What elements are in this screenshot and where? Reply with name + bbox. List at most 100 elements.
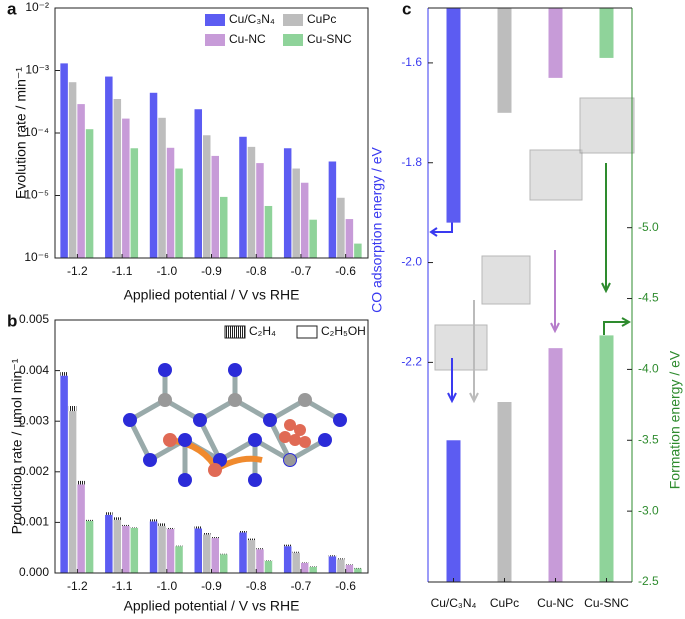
y-tick-label: -3.0 [638,503,659,517]
x-tick-label: -1.0 [156,264,177,278]
y-tick-label: 0.001 [19,515,49,529]
y-tick-label: -5.0 [638,220,659,234]
bar [194,109,203,259]
bar-segment [256,548,264,550]
bar-segment [247,538,256,541]
bar [328,161,337,258]
bar [548,348,563,582]
x-tick-label: -1.1 [112,264,133,278]
bar-segment [105,512,113,515]
y-axis-label: Evolution rate / min⁻¹ [13,67,29,199]
x-tick-label: -0.7 [291,264,312,278]
bar-segment [354,568,362,573]
bar-segment [337,559,345,573]
bar-segment [345,564,354,573]
bar [211,155,219,258]
bar-segment [337,558,345,560]
x-tick-label: -1.2 [67,264,88,278]
bar [599,8,614,58]
bar-segment [211,538,219,573]
y-tick-label: -2.0 [401,255,422,269]
x-tick-label: Cu-NC [537,596,574,610]
bar-segment [283,544,292,547]
y-tick-label: -2.2 [401,355,422,369]
bar-segment [60,375,68,573]
y-axis-label: CO adsorption energy / eV [369,146,385,312]
y-tick-label: -4.0 [638,362,659,376]
panel-label: b [7,311,17,330]
legend-swatch [224,325,246,339]
bar-segment [113,517,122,520]
bar [497,402,512,582]
bar [60,63,68,258]
bar-segment [283,546,292,573]
legend-swatch [283,34,303,46]
bar-segment [309,566,317,573]
bar-segment [77,480,85,485]
bar [113,98,122,258]
bar-segment [354,567,362,569]
bar [256,163,264,258]
x-tick-label: -0.9 [201,264,222,278]
bar-segment [239,531,247,533]
bar [239,136,247,258]
bar-segment [175,546,183,573]
bar-segment [194,526,203,529]
bar [77,104,85,258]
bar-segment [166,527,175,529]
bar [175,168,183,258]
bar [166,147,175,258]
y-tick-label: 0.002 [19,464,49,478]
bar [345,219,354,258]
bar-segment [149,521,158,573]
bar-segment [85,519,94,521]
molecules-c [434,97,635,371]
x-axis-label: Applied potential / V vs RHE [124,598,300,614]
bar [300,182,309,258]
bar [599,335,614,582]
bar [219,196,228,258]
x-tick-label: -1.2 [67,579,88,593]
bar-segment [219,553,228,555]
legend-label: Cu-SNC [307,32,352,46]
legend-swatch [205,34,225,46]
x-tick-label: -0.9 [201,579,222,593]
y-tick-label: -1.6 [401,55,422,69]
y-tick-label: -2.5 [638,574,659,588]
bar-segment [256,549,264,573]
y-tick-label: 0.000 [19,565,49,579]
bar-segment [300,562,309,563]
bar-segment [292,551,300,553]
bar-segment [113,519,122,573]
bar-segment [345,564,354,565]
bar-segment [130,527,139,528]
bar-segment [328,555,337,557]
bar [337,197,345,258]
legend-swatch [283,14,303,26]
legend-label: Cu-NC [229,32,266,46]
x-tick-label: -1.1 [112,579,133,593]
bar [68,82,77,258]
panel-label: c [402,0,411,18]
panel-label: a [7,0,17,18]
arrows-c [429,163,632,404]
bar-segment [166,528,175,573]
bar-segment [175,545,183,547]
bar [158,117,166,258]
x-tick-label: Cu/C₃N₄ [431,596,477,610]
bar-segment [85,520,94,573]
bar-segment [203,533,211,535]
x-tick-label: -0.8 [246,579,267,593]
legend-swatch [296,325,318,339]
y-tick-label: 10⁻⁵ [24,188,49,202]
legend-label: C₂H₄ [249,324,276,338]
bar-segment [122,524,130,526]
x-tick-label: Cu-SNC [584,596,629,610]
bar [446,440,461,582]
y-tick-label: -4.5 [638,291,659,305]
bar [130,148,139,258]
bar-segment [158,525,166,573]
bar-segment [130,527,139,573]
bar-segment [264,560,273,561]
bar [292,168,300,258]
